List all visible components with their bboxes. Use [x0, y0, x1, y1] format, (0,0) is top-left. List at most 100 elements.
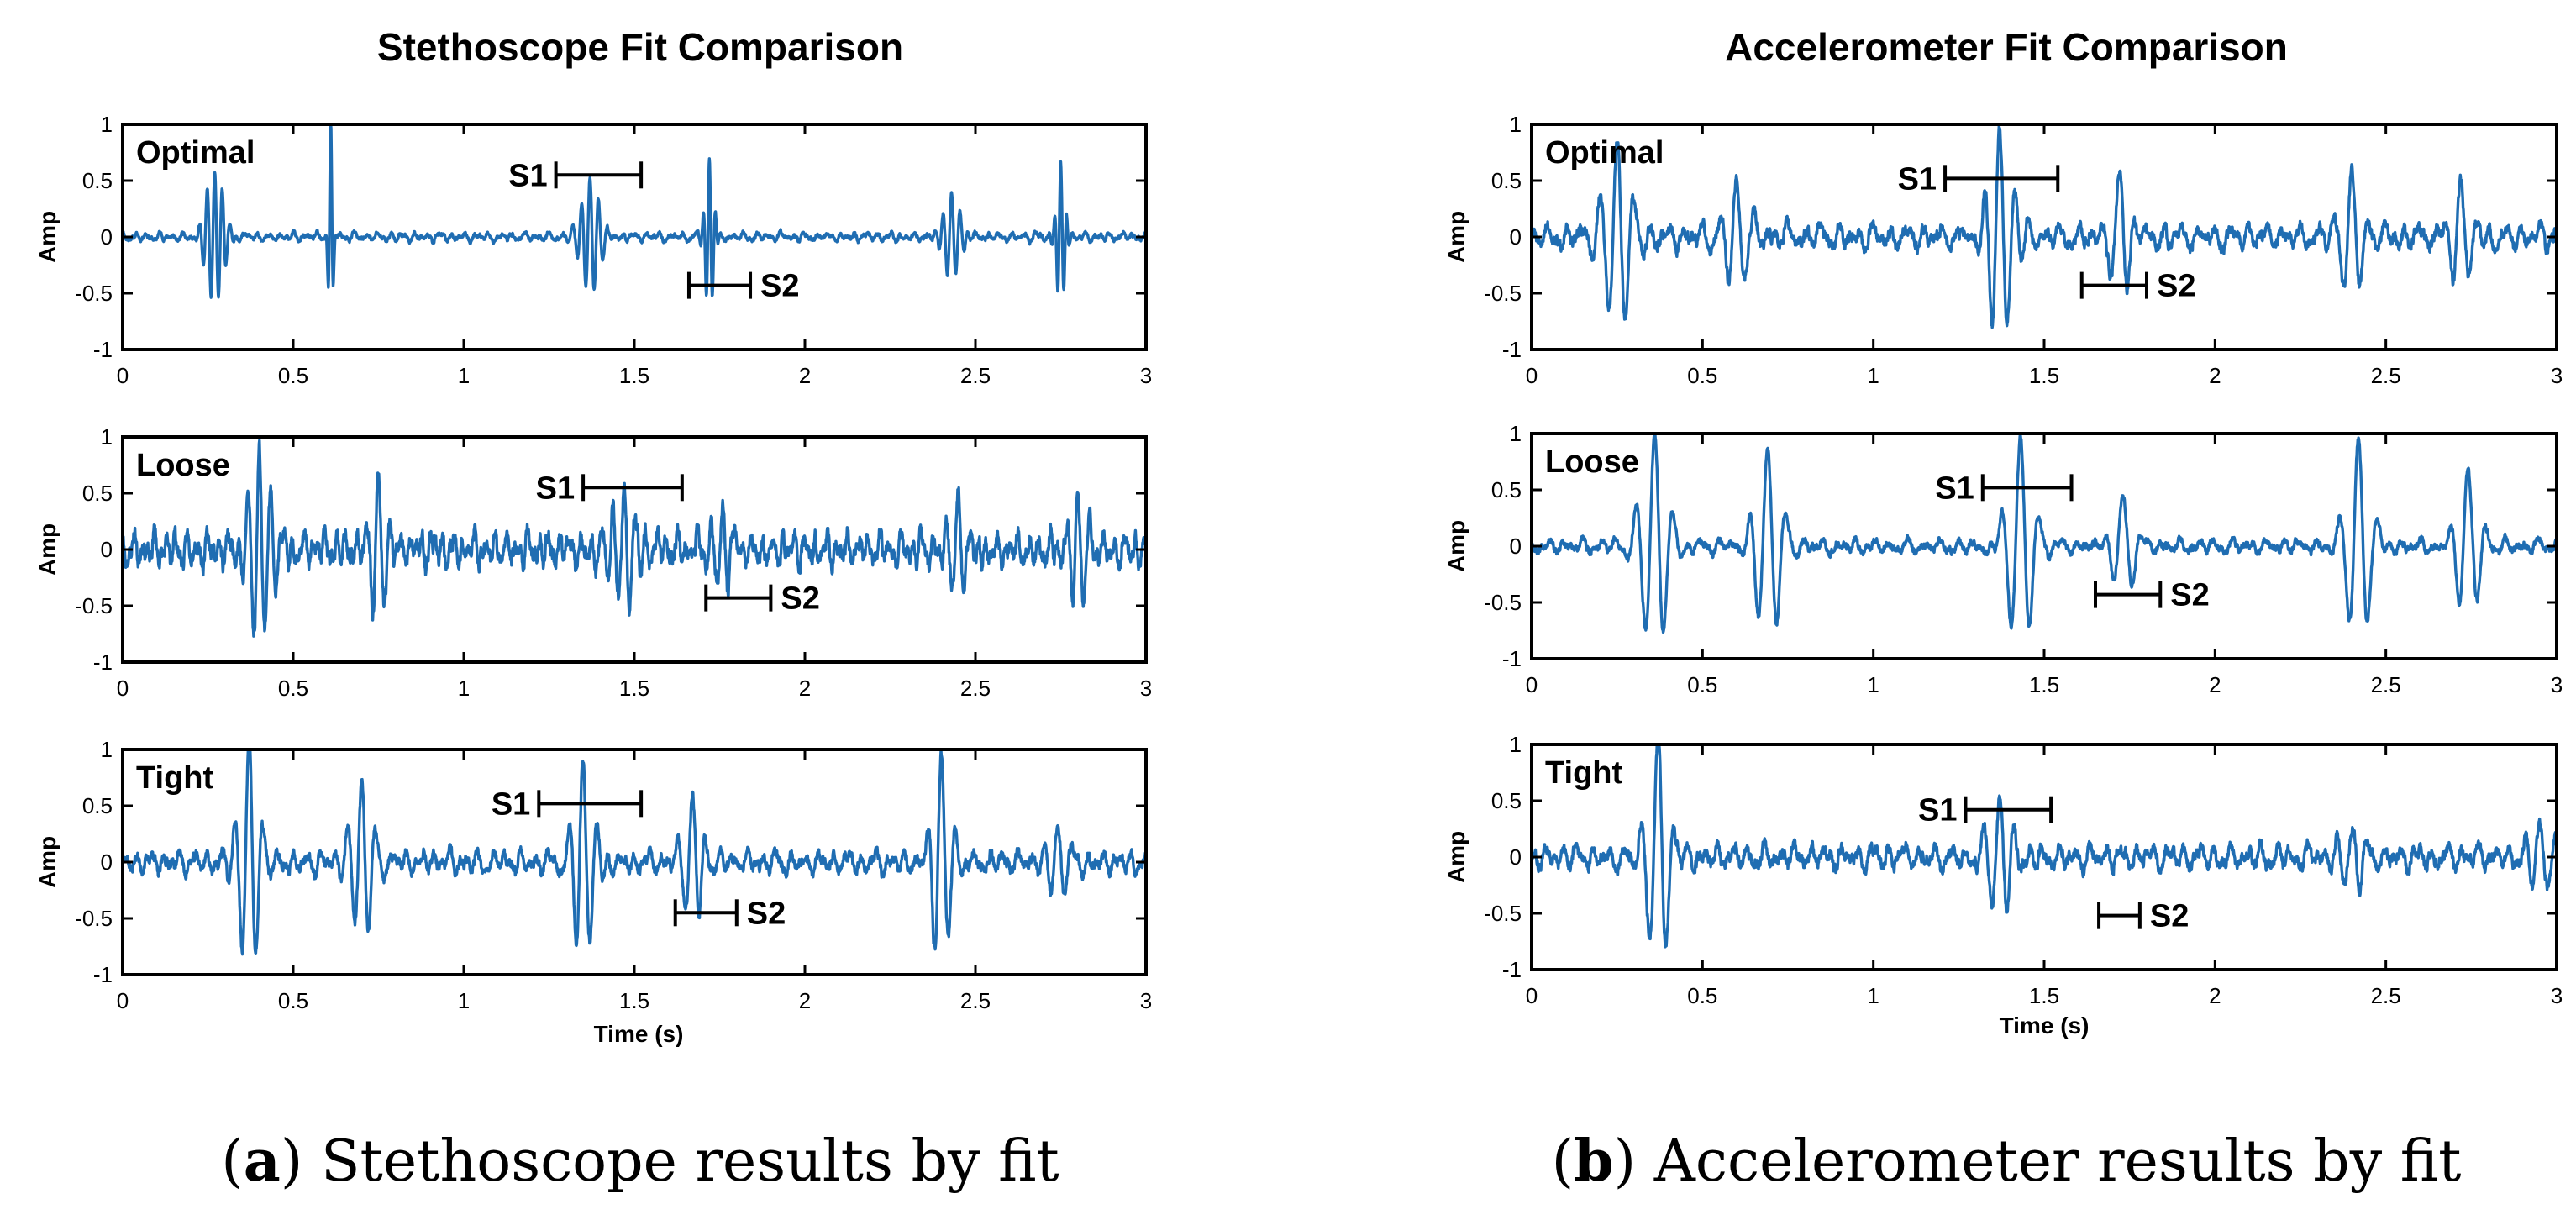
y-tick-label: -1: [93, 962, 113, 987]
y-tick-label: -1: [1502, 957, 1522, 982]
s2-label: S2: [2157, 269, 2195, 304]
x-tick-label: 2.5: [2371, 672, 2401, 697]
x-tick-label: 3: [1140, 363, 1152, 388]
y-tick-label: 0: [101, 537, 113, 562]
s1-label: S1: [508, 158, 547, 193]
x-tick-label: 0: [117, 363, 129, 388]
caption-b-letter: b: [1574, 1128, 1614, 1195]
s2-marker: S2: [673, 896, 786, 931]
y-tick-label: 0.5: [1491, 477, 1522, 502]
x-tick-label: 3: [2551, 672, 2563, 697]
chart-a-xlabel: Time (s): [594, 1021, 684, 1047]
panel-label: Tight: [136, 760, 214, 796]
y-axis-label: Amp: [34, 523, 60, 576]
s1-marker: S1: [508, 158, 644, 193]
panel-b-tight: 0 0.5 1 1.5 2 2.5 3 1 0.5 0 -0.5 -1 Amp Tight S1 S2: [1443, 732, 2563, 1008]
waveform-line: [1532, 744, 2557, 949]
y-tick-label: -0.5: [1484, 590, 1522, 615]
waveform-line: [1532, 124, 2557, 329]
y-axis-label: Amp: [34, 211, 60, 263]
s1-marker: S1: [536, 471, 684, 506]
waveform-line: [123, 439, 1146, 638]
x-tick-label: 2.5: [960, 676, 991, 701]
s2-marker: S2: [2079, 269, 2195, 304]
x-tick-label: 0.5: [1687, 363, 1717, 388]
y-tick-label: 0: [1510, 534, 1522, 559]
s2-label: S2: [2170, 578, 2209, 613]
s1-marker: S1: [1935, 471, 2074, 506]
y-tick-label: -0.5: [75, 593, 113, 618]
y-axis-label: Amp: [34, 836, 60, 888]
y-tick-label: 1: [1510, 732, 1522, 757]
x-tick-label: 3: [1140, 988, 1152, 1013]
s1-label: S1: [492, 786, 530, 822]
y-tick-label: -1: [1502, 337, 1522, 362]
waveform-line: [123, 749, 1146, 956]
x-tick-label: 2: [2209, 363, 2221, 388]
s2-label: S2: [2150, 899, 2189, 934]
x-tick-label: 3: [2551, 363, 2563, 388]
x-tick-label: 0.5: [278, 676, 308, 701]
y-tick-label: 0: [1510, 844, 1522, 870]
y-axis-label: Amp: [1443, 520, 1469, 572]
x-tick-label: 0: [1526, 983, 1538, 1008]
y-tick-label: 0.5: [1491, 168, 1522, 193]
caption-b: (b) Accelerometer results by fit: [1552, 1128, 2462, 1195]
s2-label: S2: [747, 896, 786, 931]
s1-label: S1: [1898, 161, 1937, 197]
y-tick-label: 0: [101, 224, 113, 250]
x-tick-label: 0: [117, 676, 129, 701]
s1-marker: S1: [1898, 161, 2060, 197]
s2-marker: S2: [704, 581, 820, 617]
s2-label: S2: [781, 581, 819, 617]
chart-b-xlabel: Time (s): [2000, 1012, 2090, 1039]
s1-marker: S1: [1918, 793, 2053, 828]
x-tick-label: 0.5: [278, 988, 308, 1013]
x-tick-label: 1.5: [619, 988, 649, 1013]
y-tick-label: 0.5: [82, 793, 113, 818]
x-tick-label: 3: [2551, 983, 2563, 1008]
s2-marker: S2: [2097, 899, 2189, 934]
panel-label: Optimal: [1545, 135, 1664, 171]
chart-b-panels: 0 0.5 1 1.5 2 2.5 3 1 0.5 0 -0.5 -1 Amp Optimal S1 S2 0 0…: [1443, 112, 2563, 1008]
y-tick-label: 0.5: [1491, 788, 1522, 813]
x-tick-label: 2.5: [960, 988, 991, 1013]
x-tick-label: 2: [799, 363, 811, 388]
caption-a-letter: a: [244, 1128, 281, 1195]
s2-label: S2: [760, 269, 799, 304]
s1-marker: S1: [492, 786, 644, 822]
x-tick-label: 2: [799, 676, 811, 701]
x-tick-label: 2.5: [2371, 983, 2401, 1008]
y-tick-label: 0.5: [82, 481, 113, 506]
x-tick-label: 0.5: [1687, 672, 1717, 697]
x-tick-label: 1: [1867, 363, 1879, 388]
y-tick-label: -1: [93, 337, 113, 362]
x-tick-label: 2.5: [960, 363, 991, 388]
x-tick-label: 0.5: [278, 363, 308, 388]
y-tick-label: -1: [93, 649, 113, 675]
y-tick-label: 0: [101, 849, 113, 875]
panel-b-loose: 0 0.5 1 1.5 2 2.5 3 1 0.5 0 -0.5 -1 Amp Loose S1 S2: [1443, 421, 2563, 697]
x-tick-label: 1.5: [619, 676, 649, 701]
x-tick-label: 2: [2209, 983, 2221, 1008]
y-tick-label: -0.5: [1484, 901, 1522, 926]
x-tick-label: 1.5: [2029, 363, 2059, 388]
s1-label: S1: [1935, 471, 1974, 506]
x-tick-label: 2: [799, 988, 811, 1013]
y-tick-label: 1: [101, 112, 113, 137]
x-tick-label: 1: [1867, 983, 1879, 1008]
s2-marker: S2: [2094, 578, 2210, 613]
x-tick-label: 1.5: [2029, 983, 2059, 1008]
y-tick-label: -1: [1502, 646, 1522, 671]
panel-a-loose: 0 0.5 1 1.5 2 2.5 3 1 0.5 0 -0.5 -1 Amp Loose S1 S2: [34, 424, 1152, 701]
panel-label: Loose: [136, 448, 230, 483]
x-tick-label: 0: [1526, 672, 1538, 697]
y-tick-label: 1: [101, 424, 113, 450]
s1-label: S1: [1918, 793, 1957, 828]
y-tick-label: 1: [1510, 112, 1522, 137]
chart-a: Stethoscope Fit Comparison 0 0.5 1 1.5 2 2.5 3…: [34, 25, 1152, 1195]
x-tick-label: 1: [1867, 672, 1879, 697]
